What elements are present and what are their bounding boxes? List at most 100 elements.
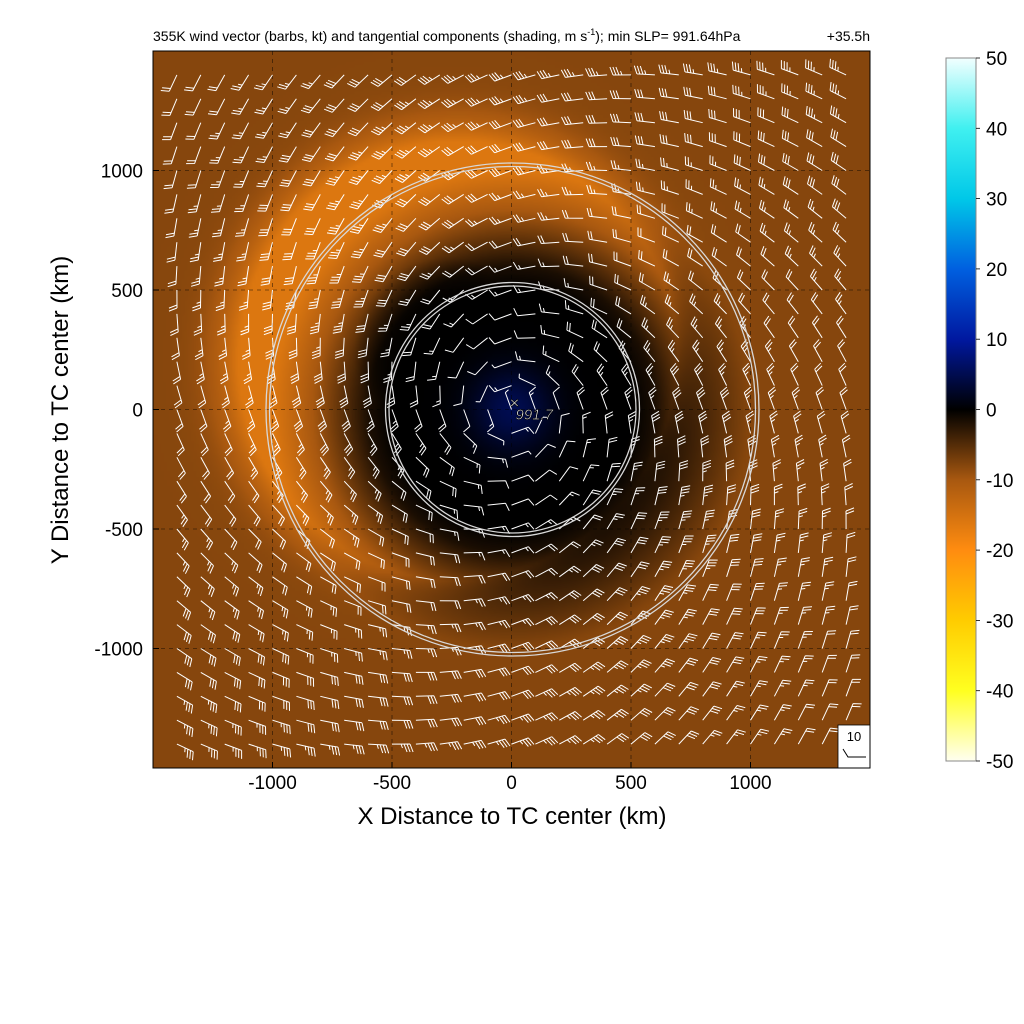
wind-barb	[736, 269, 751, 291]
wind-barb	[558, 412, 570, 434]
wind-barb	[176, 624, 192, 644]
wind-barb	[582, 411, 591, 434]
wind-barb	[511, 713, 535, 723]
wind-barb	[797, 532, 809, 553]
wind-barb	[415, 456, 430, 478]
wind-barb	[511, 594, 535, 603]
wind-barb	[355, 313, 369, 333]
wind-barb	[536, 117, 560, 127]
wind-barb	[391, 552, 410, 568]
wind-barb	[770, 434, 780, 458]
wind-barb	[368, 648, 388, 661]
wind-barb	[168, 289, 178, 312]
wind-barb	[568, 342, 584, 363]
wind-barb	[215, 289, 226, 312]
wind-barb	[610, 160, 632, 171]
wind-barb	[512, 261, 536, 270]
wind-barb	[663, 271, 680, 291]
wind-barb	[343, 480, 357, 503]
wind-barb	[678, 608, 697, 625]
wind-barb	[750, 631, 767, 649]
wind-barb	[660, 157, 679, 171]
wind-barb	[248, 433, 257, 457]
reference-barb	[842, 748, 866, 758]
wind-barb	[773, 704, 792, 721]
wind-barb	[370, 122, 393, 136]
wind-barb	[535, 664, 559, 674]
wind-barb	[648, 386, 657, 410]
wind-barb	[582, 564, 605, 578]
wind-barb	[740, 339, 751, 362]
wind-barb	[200, 457, 210, 480]
wind-barb	[325, 170, 345, 186]
wind-barb	[320, 600, 338, 617]
wind-barb	[367, 456, 380, 479]
wind-barb	[219, 361, 229, 385]
wind-barb	[304, 218, 321, 236]
wind-barb	[238, 289, 250, 311]
wind-barb	[682, 63, 703, 76]
wind-barb	[224, 743, 243, 759]
wind-barb	[710, 224, 727, 243]
wind-barb	[248, 671, 266, 689]
wind-barb	[606, 562, 627, 578]
wind-barb	[559, 638, 582, 649]
wind-barb	[317, 409, 327, 433]
wind-barb	[391, 719, 414, 729]
wind-barb	[613, 251, 632, 267]
wind-barb	[272, 504, 285, 527]
wind-barb	[418, 241, 441, 255]
wind-barb	[224, 480, 236, 504]
wind-barb	[582, 438, 596, 458]
wind-barb	[587, 230, 608, 243]
wind-barb	[296, 719, 316, 734]
wind-barb	[733, 154, 751, 171]
wind-barb	[696, 386, 706, 410]
wind-barb	[559, 614, 582, 626]
wind-barb	[773, 557, 787, 577]
wind-barb	[439, 504, 459, 519]
wind-barb	[224, 624, 241, 643]
wind-barb	[773, 631, 790, 649]
wind-barb	[200, 528, 214, 551]
wind-barb	[248, 743, 267, 759]
wind-barb	[535, 443, 556, 458]
wind-barb	[756, 84, 775, 100]
wind-barb	[248, 695, 266, 712]
wind-barb	[441, 74, 464, 84]
wind-barb	[643, 340, 656, 363]
wind-barb	[561, 186, 584, 196]
wind-barb	[687, 247, 703, 267]
wind-barb	[196, 361, 205, 385]
wind-barb	[773, 483, 783, 506]
wind-barb	[464, 97, 488, 107]
wind-barb	[694, 362, 704, 386]
wind-barb	[535, 469, 558, 482]
wind-barb	[189, 242, 202, 263]
wind-barb	[534, 416, 548, 434]
wind-barb	[396, 241, 417, 257]
wind-barb	[224, 457, 235, 480]
wind-barb	[463, 456, 481, 474]
wind-barb	[415, 695, 438, 705]
wind-barb	[320, 624, 338, 640]
wind-barb	[683, 86, 703, 100]
wind-barb	[439, 552, 461, 564]
wind-barb	[561, 209, 584, 219]
wind-barb	[243, 361, 253, 385]
wind-barb	[809, 245, 823, 267]
wind-barb	[586, 184, 608, 195]
wind-barb	[750, 533, 763, 553]
wind-barb	[654, 658, 675, 673]
wind-barb	[582, 612, 605, 625]
wind-barb	[678, 730, 700, 745]
wind-barb	[367, 624, 388, 638]
wind-barb	[240, 313, 250, 336]
wind-barb	[760, 246, 775, 267]
chart-title-superscript: -1	[587, 27, 595, 37]
wind-barb	[193, 313, 203, 336]
wind-barb	[280, 194, 297, 212]
wind-barb	[616, 318, 632, 339]
wind-barb	[814, 362, 823, 386]
wind-barb	[415, 624, 437, 635]
